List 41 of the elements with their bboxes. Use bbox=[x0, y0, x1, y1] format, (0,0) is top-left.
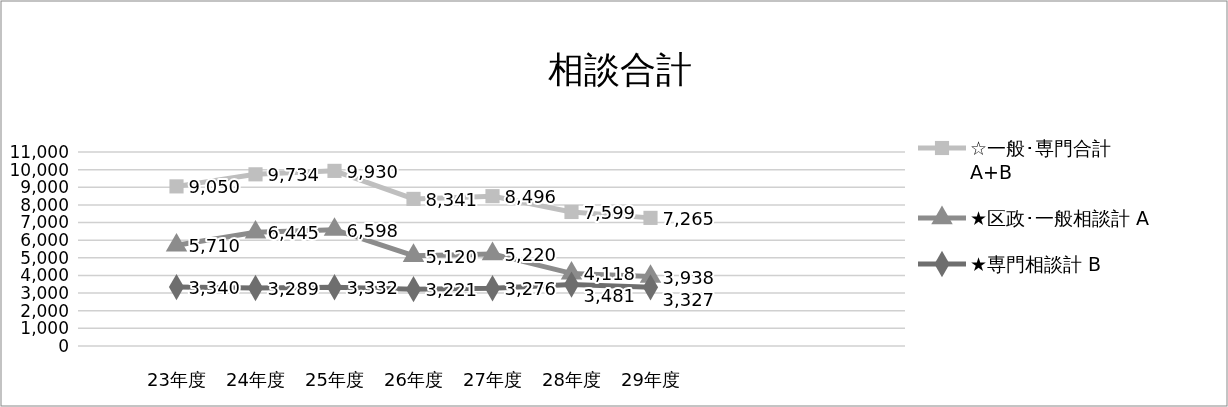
data-label: 6,445 bbox=[267, 222, 320, 244]
data-label: 5,120 bbox=[425, 245, 478, 267]
x-tick-label: 25年度 bbox=[305, 368, 364, 390]
data-label: 6,598 bbox=[346, 219, 399, 241]
data-label: 4,118 bbox=[583, 263, 636, 285]
data-label: 5,220 bbox=[504, 243, 557, 265]
x-tick-label: 28年度 bbox=[542, 368, 601, 390]
y-tick-label: 4,000 bbox=[20, 265, 69, 286]
x-tick-label: 24年度 bbox=[226, 368, 285, 390]
legend-label: ★専門相談計 B bbox=[970, 253, 1102, 275]
data-label: 5,710 bbox=[188, 235, 241, 257]
data-label: 3,938 bbox=[662, 266, 715, 288]
point bbox=[406, 191, 421, 206]
chart-title: 相談合計 bbox=[548, 49, 692, 90]
point bbox=[327, 163, 342, 178]
y-tick-label: 7,000 bbox=[20, 212, 69, 233]
y-tick-label: 10,000 bbox=[9, 159, 69, 180]
x-tick-label: 27年度 bbox=[463, 368, 522, 390]
data-label: 3,340 bbox=[188, 277, 241, 299]
point bbox=[564, 204, 579, 220]
legend-label: ☆一般･専門合計 A+B bbox=[970, 137, 1112, 183]
data-label: 9,050 bbox=[188, 176, 241, 198]
point bbox=[485, 189, 500, 204]
data-label: 9,734 bbox=[267, 164, 320, 186]
point bbox=[248, 167, 263, 182]
data-label: 7,265 bbox=[662, 207, 715, 229]
data-label: 3,276 bbox=[504, 278, 557, 300]
x-tick-label: 29年度 bbox=[621, 368, 680, 390]
point bbox=[643, 210, 658, 225]
data-label: 3,327 bbox=[662, 288, 715, 310]
data-label: 8,341 bbox=[425, 188, 478, 210]
data-label: 3,289 bbox=[267, 277, 320, 299]
x-tick-label: 26年度 bbox=[384, 368, 443, 390]
x-tick-label: 23年度 bbox=[147, 368, 206, 390]
data-label: 9,930 bbox=[346, 160, 399, 182]
y-tick-label: 11,000 bbox=[9, 141, 69, 162]
data-label: 3,481 bbox=[583, 285, 636, 307]
point bbox=[169, 179, 184, 194]
data-label: 8,496 bbox=[504, 186, 557, 208]
legend-label: ★区政･一般相談計 A bbox=[970, 207, 1150, 229]
data-label: 7,599 bbox=[583, 201, 636, 223]
